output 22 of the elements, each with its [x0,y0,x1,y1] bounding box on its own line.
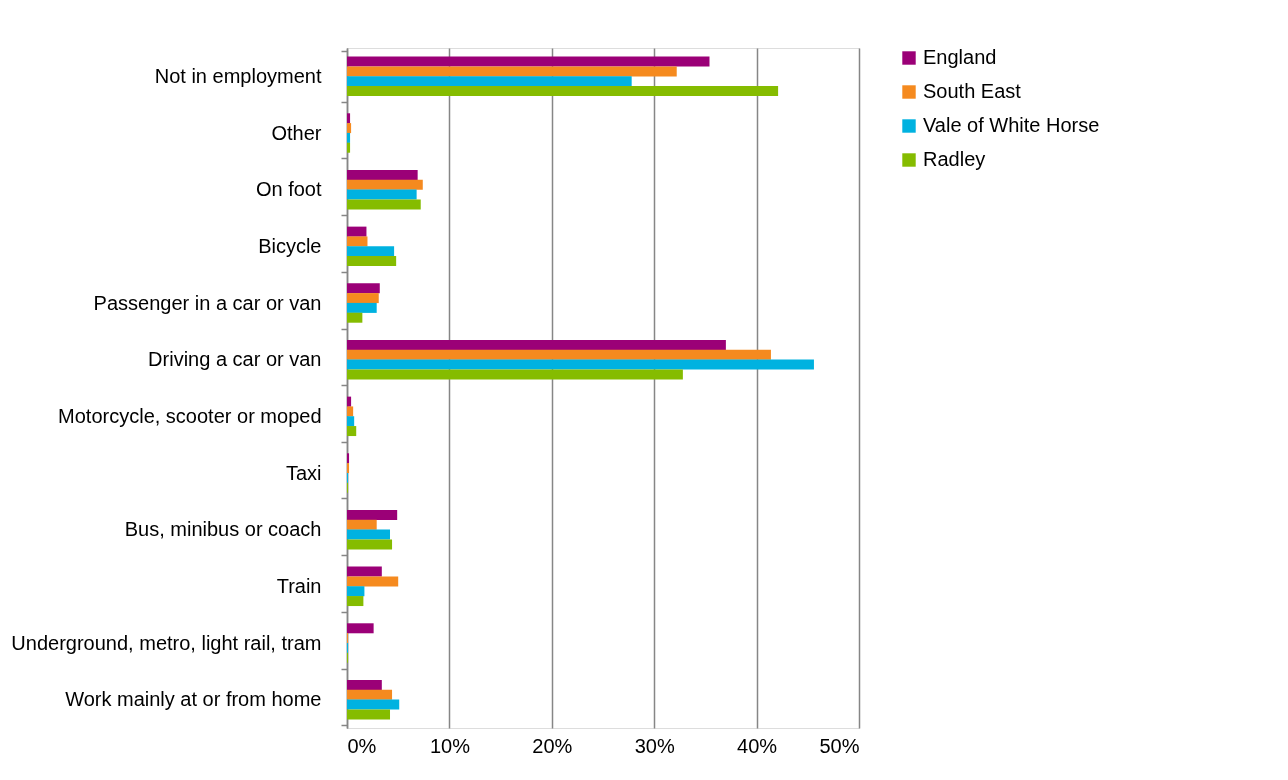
legend-label: South East [923,80,1022,102]
legend-label: England [923,46,997,68]
y-tick-label: Bicycle [258,234,322,257]
x-tick-label: 30% [634,734,675,757]
y-tick-label: Other [271,121,322,144]
y-tick-label: Bus, minibus or coach [124,518,322,541]
y-tick-label: Taxi [285,461,322,484]
x-tick-label: 0% [347,734,377,757]
y-tick-label: Not in employment [154,64,322,87]
y-tick-label: Underground, metro, light rail, tram [11,631,322,654]
y-tick-label: Work mainly at or from home [65,688,322,711]
x-tick-label: 40% [737,734,778,757]
y-tick-label: Driving a car or van [148,348,322,371]
x-tick-label: 50% [819,734,860,757]
x-tick-label: 10% [429,734,471,757]
legend-label: Radley [923,148,986,170]
y-tick-label: Motorcycle, scooter or moped [58,404,322,427]
x-tick-label: 20% [532,734,573,757]
legend-label: Vale of White Horse [923,114,1100,136]
y-tick-label: Train [276,574,322,597]
y-tick-label: On foot [255,178,322,201]
y-tick-label: Passenger in a car or van [93,291,322,314]
